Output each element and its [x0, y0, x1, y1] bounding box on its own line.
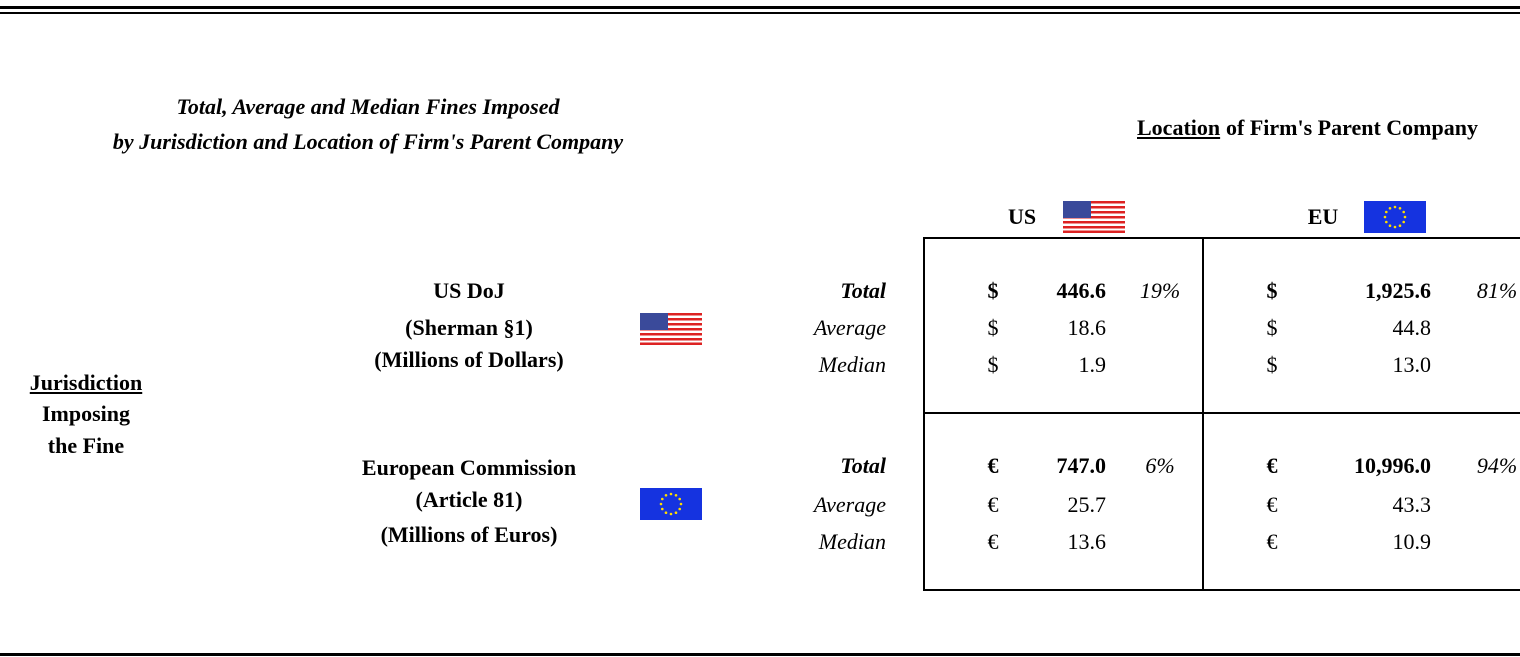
jurisdiction-label: (Article 81)	[415, 487, 523, 512]
currency-symbol: $	[987, 278, 999, 303]
table-box	[923, 237, 1520, 591]
top-rule	[0, 12, 1520, 14]
cell-value: 10.9	[1392, 529, 1432, 554]
share: 94%	[1476, 453, 1518, 478]
currency-symbol: €	[987, 453, 999, 478]
cell-value: 43.3	[1392, 492, 1432, 517]
stat-label: Median	[818, 352, 886, 377]
column-header: of Firm's Parent Company	[1226, 115, 1478, 140]
share: 19%	[1139, 278, 1181, 303]
jurisdiction-label: European Commission	[361, 455, 577, 480]
currency-symbol: $	[1266, 278, 1278, 303]
top-rule	[0, 6, 1520, 9]
currency-symbol: €	[987, 492, 999, 517]
share: 6%	[1145, 453, 1175, 478]
divider	[923, 412, 1520, 414]
jurisdiction-label: (Sherman §1)	[405, 315, 533, 340]
title: by Jurisdiction and Location of Firm's P…	[112, 129, 624, 154]
currency-symbol: $	[987, 352, 999, 377]
currency-symbol: $	[1266, 352, 1278, 377]
cell-value: 1.9	[1078, 352, 1107, 377]
jurisdiction-label: (Millions of Dollars)	[374, 347, 564, 372]
divider	[1202, 237, 1204, 591]
currency-symbol: $	[1266, 315, 1278, 340]
currency-symbol: €	[1266, 453, 1278, 478]
row-header: Imposing	[41, 401, 131, 426]
bottom-rule	[0, 653, 1520, 656]
cell-value: 747.0	[1056, 453, 1107, 478]
column-header: Location	[1137, 115, 1221, 140]
cell-value: 1,925.6	[1365, 278, 1431, 303]
currency-symbol: $	[987, 315, 999, 340]
stat-label: Total	[840, 278, 886, 303]
cell-value: 446.6	[1056, 278, 1107, 303]
title: Total, Average and Median Fines Imposed	[176, 94, 560, 119]
cell-value: 13.6	[1067, 529, 1107, 554]
cell-value: 10,996.0	[1354, 453, 1431, 478]
cell-value: 25.7	[1067, 492, 1107, 517]
cell-value: 13.0	[1392, 352, 1432, 377]
stat-label: Average	[813, 315, 886, 340]
stat-label: Median	[818, 529, 886, 554]
cell-value: 18.6	[1067, 315, 1107, 340]
jurisdiction-label: (Millions of Euros)	[380, 522, 558, 547]
jurisdiction-label: US DoJ	[433, 278, 505, 303]
stat-label: Average	[813, 492, 886, 517]
currency-symbol: €	[987, 529, 999, 554]
cell-value: 44.8	[1392, 315, 1432, 340]
row-header: the Fine	[47, 433, 125, 458]
row-header: Jurisdiction	[29, 370, 143, 395]
currency-symbol: €	[1266, 529, 1278, 554]
column-label: EU	[1307, 204, 1339, 229]
stat-label: Total	[840, 453, 886, 478]
column-label: US	[1007, 204, 1037, 229]
share: 81%	[1476, 278, 1518, 303]
currency-symbol: €	[1266, 492, 1278, 517]
